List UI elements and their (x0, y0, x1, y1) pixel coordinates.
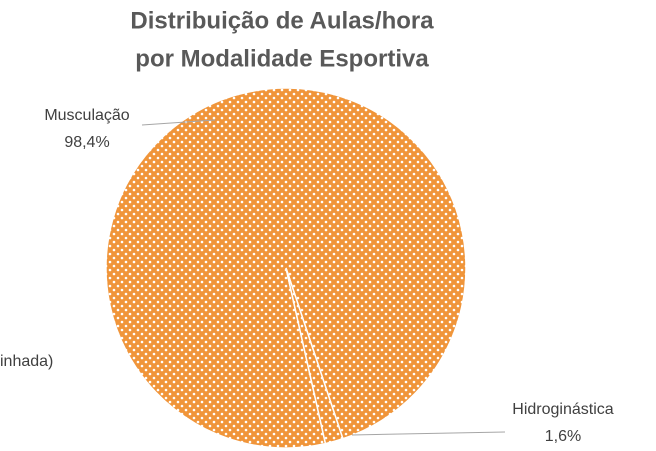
leader-line (141, 119, 216, 126)
pie-slice (285, 267, 344, 445)
chart-subtitle: por Modalidade Esportiva (135, 45, 429, 72)
leader-line (351, 431, 506, 436)
data-label-value: 98,4% (64, 134, 109, 151)
data-label-name: Musculação (44, 107, 129, 124)
data-label-name: Hidroginástica (512, 401, 613, 418)
annotation: inhada) (0, 353, 53, 370)
chart-title: Distribuição de Aulas/hora (130, 7, 434, 34)
data-label-value: 1,6% (545, 428, 581, 445)
